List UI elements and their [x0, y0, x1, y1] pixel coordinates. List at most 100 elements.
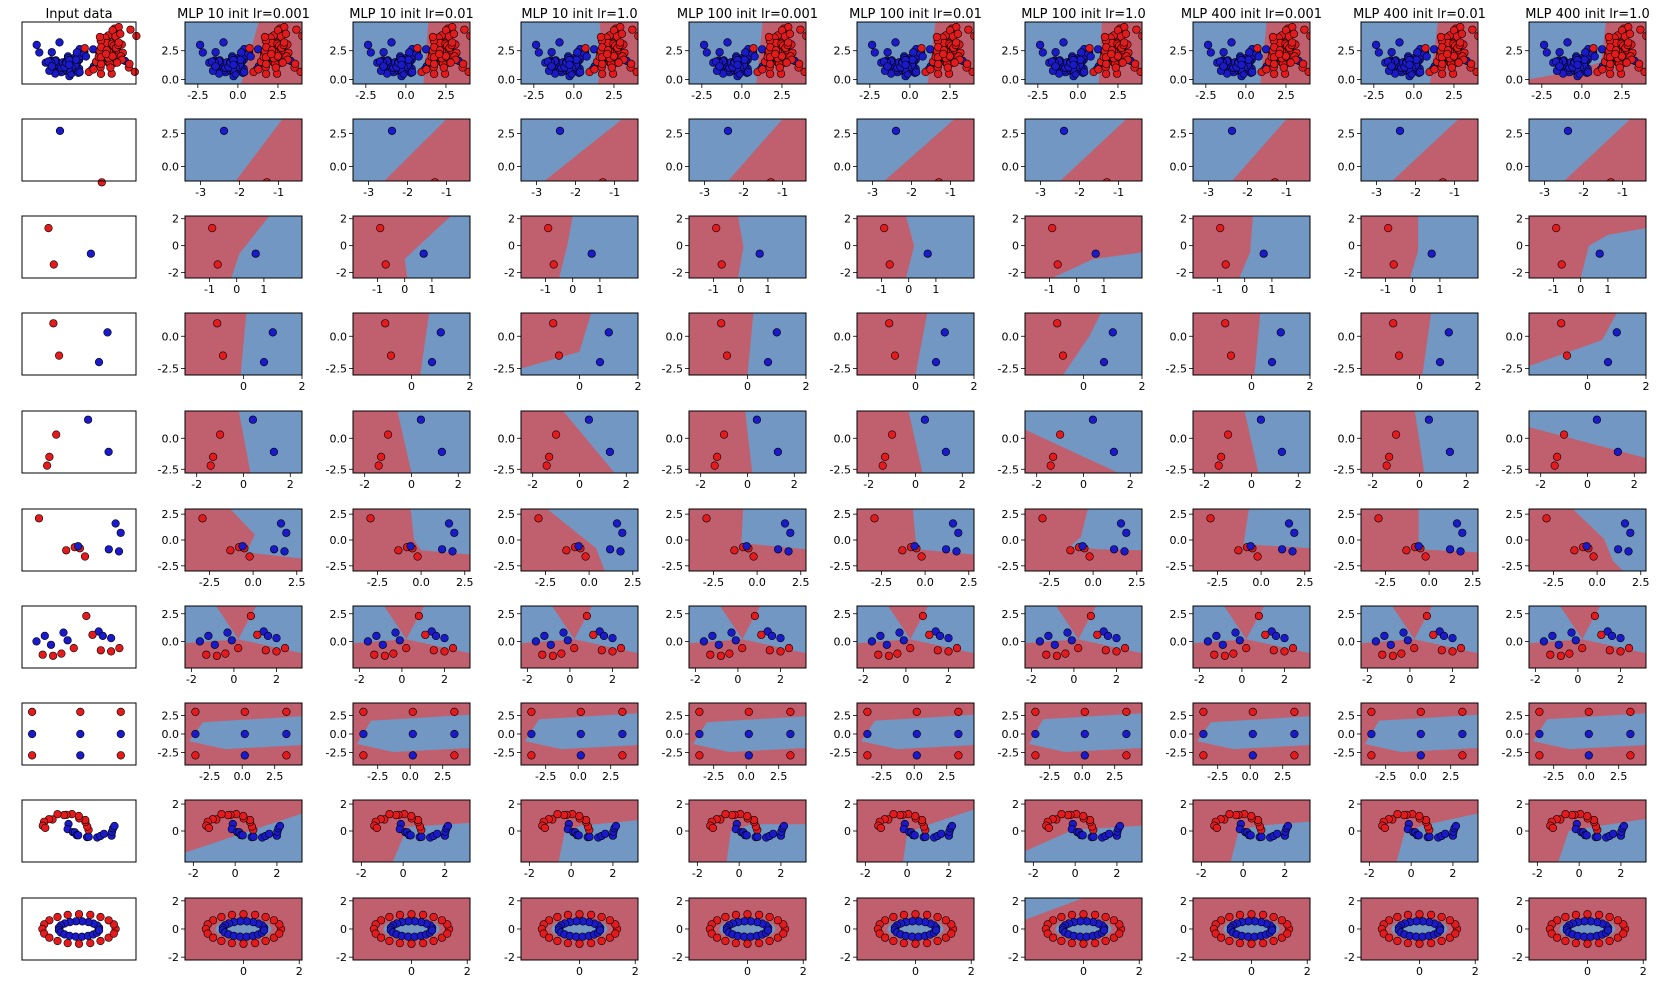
- blue-point: [1543, 49, 1551, 57]
- y-tick-label: 2: [340, 213, 347, 226]
- red-point: [1080, 940, 1088, 948]
- x-tick-label: 0: [230, 673, 237, 686]
- blue-point: [1436, 927, 1444, 935]
- blue-point: [1036, 638, 1044, 646]
- blue-point: [753, 416, 761, 424]
- x-tick-label: 0: [408, 965, 415, 978]
- x-tick-label: 0: [569, 283, 576, 296]
- blue-point: [48, 63, 56, 71]
- red-point: [1389, 320, 1397, 328]
- x-tick-label: 2.5: [941, 89, 959, 102]
- red-point: [1081, 708, 1089, 716]
- blue-point: [745, 752, 753, 760]
- blue-point: [1284, 822, 1292, 830]
- x-tick-label: 2: [441, 867, 448, 880]
- y-tick-label: -2.5: [326, 746, 347, 759]
- classifier-panel: -2 0 2-2.50.0: [1166, 411, 1310, 491]
- decision-region: [689, 411, 752, 473]
- red-point: [253, 631, 261, 639]
- blue-point: [955, 730, 963, 738]
- red-point: [52, 431, 60, 439]
- blue-point: [260, 927, 268, 935]
- red-point: [1385, 934, 1393, 942]
- red-point: [549, 320, 557, 328]
- y-tick-label: 0.0: [1506, 728, 1524, 741]
- x-tick-label: -2.5: [1207, 576, 1228, 589]
- classifier-panel: -2.5 0.0 2.5-2.50.02.5: [494, 703, 638, 783]
- x-tick-label: -2: [1199, 478, 1210, 491]
- red-point: [1635, 60, 1643, 68]
- blue-point: [407, 832, 415, 840]
- y-tick-label: 0: [172, 923, 179, 936]
- x-tick-label: 2.5: [602, 770, 620, 783]
- y-tick-label: 0: [676, 923, 683, 936]
- red-point: [766, 937, 774, 945]
- red-point: [419, 939, 427, 947]
- red-point: [1410, 644, 1418, 652]
- red-point: [618, 30, 626, 38]
- blue-point: [428, 358, 436, 366]
- blue-point: [764, 927, 772, 935]
- red-point: [209, 934, 217, 942]
- blue-point: [583, 53, 591, 61]
- blue-point: [407, 542, 415, 550]
- y-tick-label: 2.5: [162, 128, 180, 141]
- red-point: [390, 650, 398, 658]
- red-point: [918, 553, 926, 561]
- red-point: [723, 352, 731, 360]
- red-point: [1216, 224, 1224, 232]
- blue-point: [380, 63, 388, 71]
- x-tick-label: 0.0: [569, 770, 587, 783]
- red-point: [923, 939, 931, 947]
- x-tick-label: 2: [1281, 673, 1288, 686]
- blue-point: [1604, 358, 1612, 366]
- red-point: [1133, 26, 1141, 34]
- x-tick-label: 0: [912, 965, 919, 978]
- blue-point: [576, 68, 584, 76]
- blue-point: [1388, 48, 1396, 56]
- x-tick-label: 0: [576, 965, 583, 978]
- red-point: [1217, 934, 1225, 942]
- y-tick-label: 2: [1348, 213, 1355, 226]
- blue-point: [373, 632, 381, 640]
- input-data-panel: [22, 411, 136, 473]
- blue-point: [1245, 56, 1253, 64]
- red-point: [606, 917, 614, 925]
- y-tick-label: 0: [844, 240, 851, 253]
- blue-point: [64, 637, 72, 645]
- red-point: [199, 515, 207, 523]
- blue-point: [432, 632, 440, 640]
- red-point: [1457, 644, 1465, 652]
- x-tick-label: 0: [408, 478, 415, 491]
- y-tick-label: -2: [336, 267, 347, 280]
- blue-point: [892, 127, 900, 135]
- red-point: [1404, 911, 1412, 919]
- input-axes: [22, 411, 136, 473]
- red-point: [297, 68, 305, 76]
- y-tick-label: 0: [508, 240, 515, 253]
- red-point: [1108, 50, 1116, 58]
- red-point: [1248, 940, 1256, 948]
- x-tick-label: 0: [744, 380, 751, 393]
- blue-point: [619, 529, 627, 537]
- blue-point: [117, 529, 125, 537]
- blue-point: [902, 61, 910, 69]
- blue-point: [606, 448, 614, 456]
- red-point: [105, 917, 113, 925]
- y-tick-label: 0.0: [162, 432, 180, 445]
- red-point: [1584, 910, 1592, 918]
- x-tick-label: -2.5: [367, 576, 388, 589]
- x-tick-label: -3: [867, 186, 878, 199]
- x-tick-label: -2.5: [871, 770, 892, 783]
- red-point: [881, 934, 889, 942]
- blue-point: [1441, 830, 1449, 838]
- y-tick-label: 0.0: [666, 635, 684, 648]
- x-tick-label: -2.5: [1543, 576, 1564, 589]
- red-point: [1403, 547, 1411, 555]
- blue-point: [1593, 416, 1601, 424]
- blue-point: [220, 39, 228, 47]
- blue-point: [1268, 358, 1276, 366]
- red-point: [234, 644, 242, 652]
- red-point: [240, 910, 248, 918]
- red-point: [576, 812, 584, 820]
